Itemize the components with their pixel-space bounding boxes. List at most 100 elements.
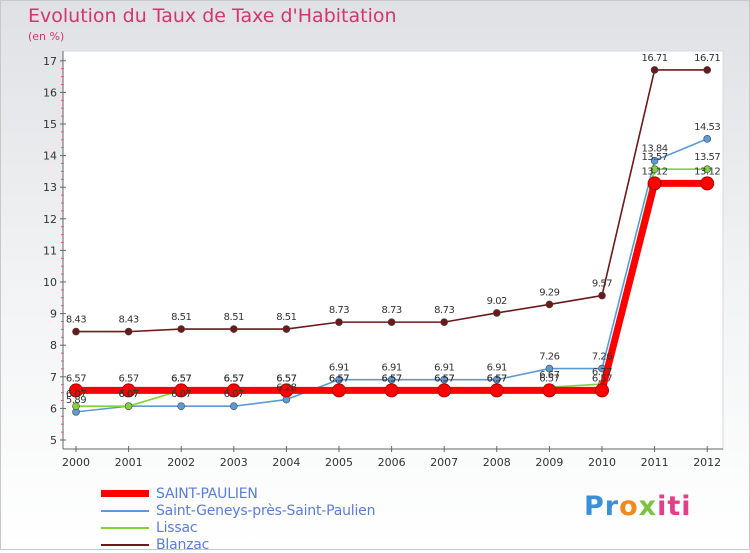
data-label: 6.07 [171,389,191,400]
data-label: 7.26 [592,352,612,363]
legend-swatch-lissac [101,526,149,529]
data-label: 6.91 [381,363,401,374]
data-label: 8.73 [329,305,349,316]
y-tick-label: 13 [43,181,57,194]
data-label: 6.28 [276,383,296,394]
data-label: 6.57 [434,373,454,384]
data-point [598,291,606,300]
data-point [121,383,136,398]
y-tick-label: 8 [50,339,57,352]
data-point [177,402,185,410]
data-label: 6.57 [276,373,296,384]
data-label: 16.71 [694,53,720,64]
data-label: 6.57 [329,373,349,384]
x-tick-label: 2003 [220,456,248,469]
data-label: 6.91 [487,363,507,374]
data-label: 6.57 [592,373,612,384]
data-label: 6.07 [224,389,244,400]
legend-label: SAINT-PAULIEN [156,485,258,502]
data-label: 6.07 [66,389,86,400]
data-label: 8.51 [171,312,191,323]
data-label: 6.67 [539,370,559,381]
y-tick-label: 9 [50,308,57,321]
data-label: 6.07 [118,389,138,400]
data-point [437,383,452,398]
data-label: 8.51 [224,312,244,323]
data-label: 13.12 [642,166,668,177]
data-label: 13.57 [694,152,720,163]
data-label: 6.57 [171,373,191,384]
y-tick-label: 7 [50,371,57,384]
data-point [545,300,554,309]
data-label: 6.57 [487,373,507,384]
data-point [703,135,712,143]
chart-title: Evolution du Taux de Taxe d'Habitation [28,5,397,27]
legend-swatch-saint-paulien [101,490,149,497]
data-point [124,327,133,336]
y-tick-label: 17 [43,55,57,68]
data-label: 6.57 [381,373,401,384]
data-point [384,383,399,398]
data-label: 5.89 [66,395,86,406]
data-label: 6.57 [434,373,454,384]
legend-item-saint-geneys: Saint-Geneys-près-Saint-Paulien [101,502,375,519]
legend: SAINT-PAULIEN Saint-Geneys-près-Saint-Pa… [101,485,375,553]
legend-item-saint-paulien: SAINT-PAULIEN [101,485,375,502]
x-tick-label: 2011 [641,456,669,469]
data-point [650,66,659,74]
x-tick-label: 2007 [430,456,458,469]
data-point [703,165,712,173]
data-point [492,375,501,384]
data-point [226,383,241,398]
data-label: 13.12 [694,166,720,177]
data-point [595,383,609,398]
data-label: 6.57 [381,373,401,384]
data-label: 8.73 [381,305,401,316]
data-label: 13.57 [642,152,668,163]
data-label: 9.02 [487,296,507,307]
data-point [230,402,238,410]
data-point [489,383,504,398]
legend-label: Lissac [156,519,198,536]
x-tick-label: 2009 [535,456,563,469]
data-label: 8.51 [276,312,296,323]
data-point [72,402,80,410]
legend-label: Saint-Geneys-près-Saint-Paulien [156,502,376,519]
data-label: 6.57 [539,373,559,384]
data-point [387,318,396,326]
data-point [124,402,133,410]
data-point [650,165,659,173]
x-tick-label: 2002 [167,456,195,469]
chart-unit-label: (en %) [28,30,65,43]
data-label: 6.91 [329,363,349,374]
x-tick-label: 2010 [588,456,616,469]
y-tick-label: 16 [43,86,57,99]
x-tick-label: 2000 [62,456,90,469]
legend-item-blanzac: Blanzac [101,536,375,553]
data-label: 6.07 [118,389,138,400]
data-point [69,383,83,398]
data-point [230,325,238,333]
data-point [700,176,715,191]
x-tick-label: 2006 [378,456,406,469]
data-label: 9.57 [592,279,612,290]
data-label: 6.57 [66,373,86,384]
data-label: 6.57 [276,373,296,384]
data-point [332,383,346,398]
data-point [440,375,449,384]
legend-swatch-blanzac [101,543,149,546]
legend-item-lissac: Lissac [101,519,375,536]
data-point [650,156,659,165]
y-tick-label: 12 [43,213,57,226]
legend-swatch-saint-geneys [101,509,149,512]
y-tick-label: 6 [50,402,57,415]
y-tick-label: 11 [43,244,57,257]
data-label: 6.57 [171,373,191,384]
data-label: 9.29 [539,287,559,298]
y-tick-label: 15 [43,118,57,131]
data-point [335,375,343,384]
data-point [647,176,662,191]
data-point [440,318,449,326]
data-label: 8.43 [118,315,138,326]
